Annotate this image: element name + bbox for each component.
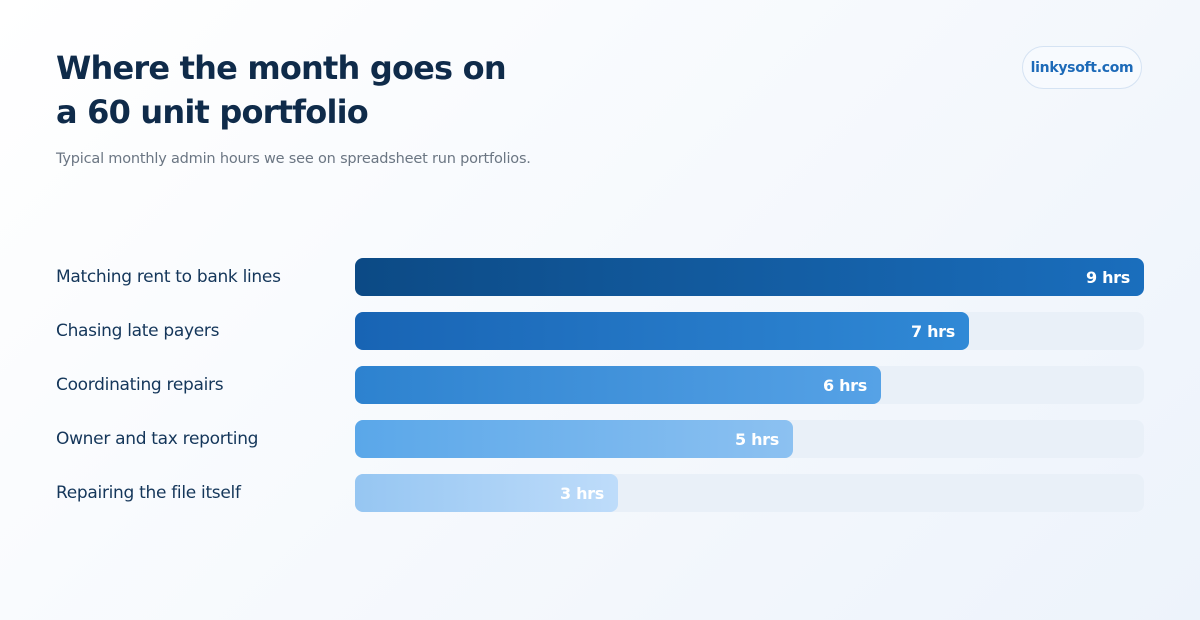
bar-label: Coordinating repairs (56, 375, 224, 395)
bar-value-label: 5 hrs (734, 429, 779, 449)
bar[interactable]: 5 hrs (355, 420, 793, 458)
bar[interactable]: 3 hrs (355, 474, 618, 512)
bar-label: Chasing late payers (56, 321, 220, 341)
bar-track: 5 hrs (355, 420, 1144, 458)
bar-value-label: 9 hrs (1085, 267, 1130, 287)
chart-title: Where the month goes on a 60 unit portfo… (56, 49, 507, 131)
bar-value-label: 6 hrs (822, 375, 867, 395)
bar-value-label: 7 hrs (910, 321, 955, 341)
bar-label: Repairing the file itself (56, 483, 241, 503)
bar-track: 6 hrs (355, 366, 1144, 404)
bar[interactable]: 7 hrs (355, 312, 969, 350)
bar[interactable]: 6 hrs (355, 366, 881, 404)
brand-badge[interactable]: linkysoft.com (1022, 46, 1142, 89)
bar[interactable]: 9 hrs (355, 258, 1144, 296)
bar-label: Owner and tax reporting (56, 429, 259, 449)
bar-label: Matching rent to bank lines (56, 267, 281, 287)
bar-track: 3 hrs (355, 474, 1144, 512)
bar-track: 9 hrs (355, 258, 1144, 296)
bar-value-label: 3 hrs (559, 483, 604, 503)
chart-subtitle: Typical monthly admin hours we see on sp… (56, 151, 531, 167)
bar-track: 7 hrs (355, 312, 1144, 350)
